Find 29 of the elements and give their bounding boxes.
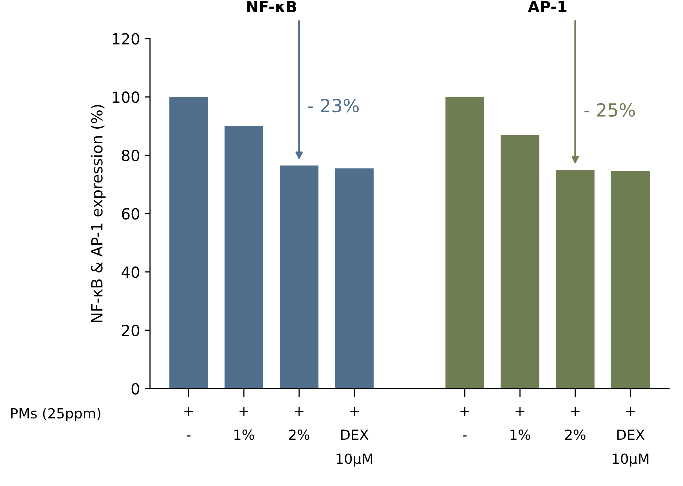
bar [556,170,595,389]
bar [500,135,540,389]
bar [280,166,319,389]
bar [611,172,650,389]
category-label: + - [460,407,470,437]
y-tick-label: 80 [122,150,140,162]
bar [446,97,484,389]
x-tick-label: + 2% [565,407,586,440]
y-axis-title: NF-κB & AP-1 expression (%) [91,105,106,322]
category-label: + - [184,407,194,437]
y-tick-label: 120 [113,33,140,45]
y-tick-label: 100 [113,92,140,104]
text: AP-1 [528,1,567,12]
y-tick-label: 0 [132,383,140,395]
text: NF-κB [247,1,296,12]
x-tick-label: + 1% [510,407,530,440]
annotation: - 23% [308,98,360,113]
y-tick-label: 60 [122,208,140,220]
bar [224,126,264,389]
annotation: - 25% [584,103,636,118]
text: PMs (25ppm) [11,408,101,422]
x-tick-label: + DEX 10µM [336,407,372,467]
x-tick-label: + DEX 10µM [612,407,649,467]
y-tick-label: 40 [122,266,140,278]
x-tick-label: + 2% [289,407,310,440]
x-tick-label: + 1% [234,407,254,440]
bar [170,97,208,389]
y-tick-label: 20 [122,324,140,336]
bar [335,168,374,389]
